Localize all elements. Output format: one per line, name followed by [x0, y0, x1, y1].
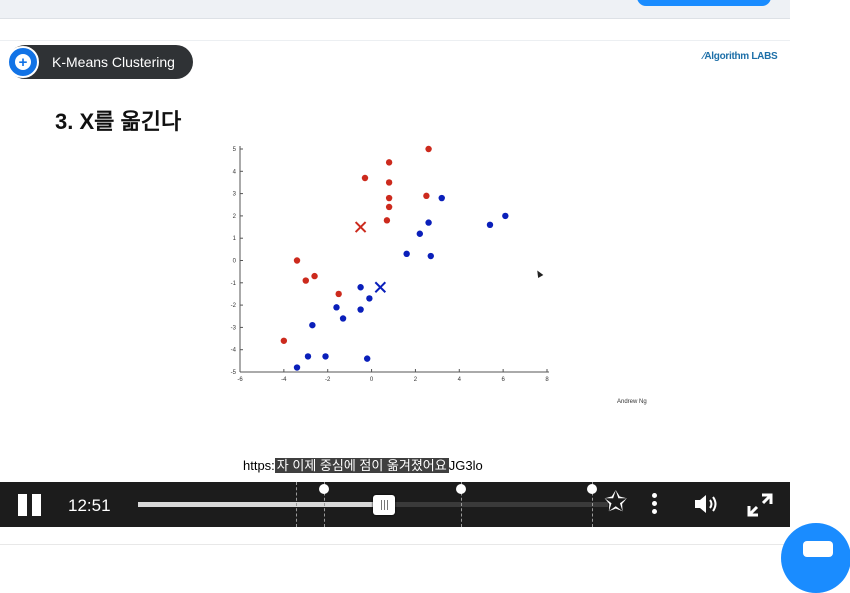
blue-data-point: [309, 321, 316, 329]
y-tick-label: 4: [233, 169, 237, 175]
volume-icon[interactable]: [693, 492, 721, 521]
blue-data-point: [427, 252, 434, 260]
video-player-bar: 12:51 ✩: [0, 482, 790, 527]
x-tick-label: -2: [325, 377, 331, 383]
x-tick-label: 4: [458, 377, 462, 383]
red-data-point: [385, 159, 393, 166]
caption-line: https: 자 이제 중심에 점이 옮겨졌어요 JG3lo: [243, 455, 483, 474]
red-data-point: [311, 272, 318, 280]
chapter-dot[interactable]: [455, 484, 466, 494]
y-tick-label: -5: [231, 370, 237, 376]
add-icon[interactable]: +: [7, 46, 39, 78]
red-data-point: [385, 194, 393, 202]
chapter-dot[interactable]: [318, 484, 329, 494]
chapter-marker: [460, 482, 463, 527]
chart-credit: Andrew Ng: [617, 399, 647, 405]
y-tick-label: 3: [233, 192, 237, 198]
top-action-button[interactable]: [637, 0, 771, 6]
caption-prefix: https:: [243, 458, 275, 473]
x-tick-label: 6: [501, 377, 505, 383]
blue-data-point: [486, 221, 494, 229]
x-tick-label: 2: [414, 377, 418, 383]
star-icon[interactable]: ✩: [604, 486, 628, 517]
red-data-point: [383, 217, 391, 224]
blue-centroid-stroke: [374, 281, 387, 293]
blue-data-point: [293, 364, 301, 371]
caption-suffix: JG3lo: [448, 458, 483, 473]
chapter-marker: [323, 482, 326, 527]
slide-area: [0, 41, 790, 482]
separator: [0, 40, 790, 41]
current-time: 12:51: [68, 496, 111, 515]
red-data-point: [280, 337, 288, 344]
red-data-point: [361, 174, 369, 182]
red-data-point: [385, 179, 393, 186]
more-options-icon[interactable]: [652, 493, 657, 517]
blue-data-point: [438, 194, 445, 202]
pause-icon[interactable]: [18, 494, 44, 516]
scatter-chart: -6 -4 -2 0 2 4 6 8 5 4 3 2 1 0 -1 -2 -3 -4 -5: [231, 145, 549, 383]
red-data-point: [335, 290, 342, 298]
red-data-point: [385, 203, 393, 211]
blue-data-point: [357, 306, 364, 313]
chapter-marker: [591, 482, 594, 527]
badge-label: K-Means Clustering: [52, 54, 175, 70]
blue-data-point: [425, 219, 432, 226]
chat-button[interactable]: [781, 523, 850, 593]
y-tick-label: 1: [233, 236, 237, 242]
blue-data-point: [304, 353, 312, 360]
chapter-marker: [295, 482, 298, 527]
y-tick-label: 0: [233, 259, 237, 265]
red-data-point: [425, 145, 432, 153]
x-tick-label: -6: [237, 377, 243, 383]
chapter-dot[interactable]: [586, 484, 597, 494]
x-tick-label: -4: [281, 377, 287, 383]
y-tick-label: 2: [233, 214, 237, 220]
blue-data-point: [416, 230, 424, 237]
blue-data-point: [403, 250, 410, 258]
subtitle-text: 자 이제 중심에 점이 옮겨졌어요: [274, 458, 449, 473]
blue-data-point: [339, 315, 347, 322]
red-centroid-stroke: [354, 221, 367, 233]
course-badge[interactable]: + K-Means Clustering: [7, 45, 193, 79]
red-data-point: [423, 192, 430, 200]
blue-data-point: [502, 212, 509, 220]
logo-icon: ⁄: [703, 51, 705, 62]
blue-data-point: [363, 355, 371, 362]
top-bar: [0, 0, 790, 19]
logo: ⁄Algorithm LABS: [703, 51, 778, 62]
x-tick-label: 8: [545, 377, 549, 383]
fullscreen-icon[interactable]: [747, 493, 773, 522]
logo-text: Algorithm LABS: [704, 51, 778, 62]
y-tick-label: 5: [233, 147, 237, 153]
red-data-point: [293, 257, 301, 264]
progress-handle[interactable]: [373, 495, 395, 515]
blue-data-point: [357, 284, 364, 291]
blue-data-point: [333, 304, 340, 311]
y-tick-label: -3: [231, 325, 237, 331]
y-tick-label: -1: [231, 281, 237, 287]
chat-icon: [803, 541, 833, 557]
blue-data-point: [322, 353, 329, 360]
red-data-point: [302, 277, 309, 284]
slide-heading: 3. X를 옮긴다: [55, 109, 182, 134]
bottom-divider: [0, 544, 790, 545]
y-tick-label: -2: [231, 303, 237, 309]
x-tick-label: 0: [370, 377, 374, 383]
blue-data-point: [366, 295, 373, 302]
y-tick-label: -4: [231, 348, 237, 354]
played-bar: [138, 502, 383, 507]
